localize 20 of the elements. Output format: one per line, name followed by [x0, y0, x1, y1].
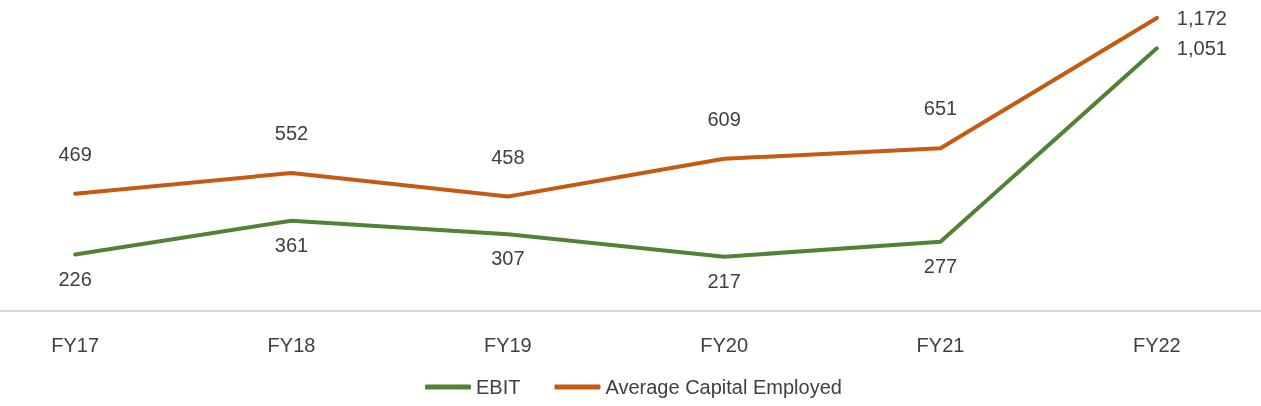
data-label: 226 [58, 267, 92, 290]
legend-label: EBIT [476, 376, 521, 398]
x-tick-label: FY20 [700, 334, 749, 356]
data-label: 361 [274, 233, 309, 256]
data-label: 1,172 [1176, 7, 1227, 29]
data-label: 469 [58, 142, 92, 165]
x-tick-label: FY17 [51, 334, 100, 356]
x-tick-label: FY21 [916, 334, 965, 356]
legend-label: Average Capital Employed [605, 376, 842, 398]
data-label: 651 [923, 97, 958, 120]
data-label: 609 [707, 107, 741, 130]
data-label: 552 [274, 122, 309, 144]
data-label: 217 [707, 269, 741, 292]
data-label: 1,051 [1176, 37, 1227, 60]
data-label: 307 [491, 247, 525, 270]
x-tick-label: FY22 [1132, 334, 1181, 356]
x-tick-label: FY18 [267, 334, 316, 356]
data-label: 458 [491, 145, 525, 168]
x-tick-label: FY19 [483, 334, 532, 356]
data-label: 277 [923, 254, 958, 277]
